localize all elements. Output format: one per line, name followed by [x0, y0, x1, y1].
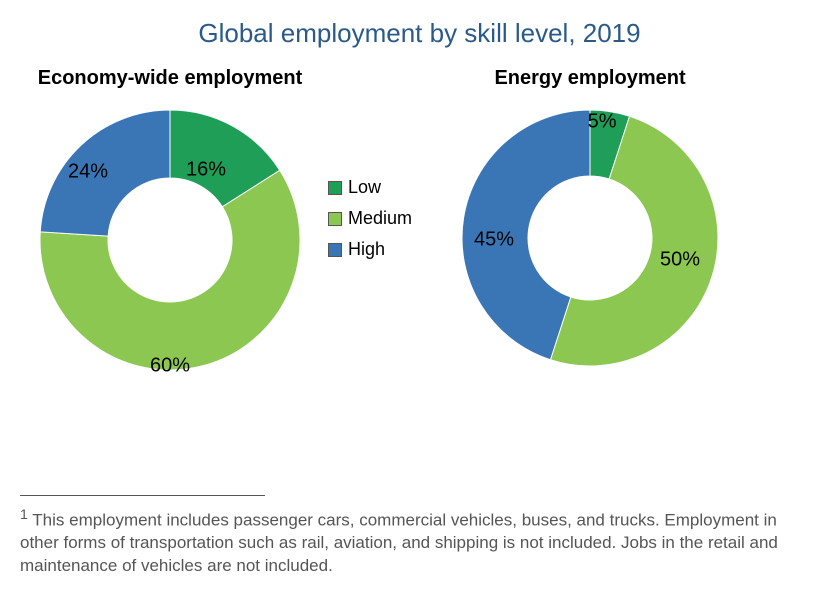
legend-item-medium: Medium [328, 208, 412, 229]
legend-swatch-medium [328, 212, 342, 226]
donut-svg-economy [30, 100, 310, 380]
charts-row: Economy-wide employment 16% 60% 24% Low … [0, 67, 839, 380]
chart-energy: Energy employment 5% 50% 45% [440, 67, 740, 376]
slice-label-energy-low: 5% [588, 111, 617, 134]
slice-label-econ-high: 24% [68, 161, 108, 184]
legend-label-medium: Medium [348, 208, 412, 229]
chart-title-energy: Energy employment [494, 67, 685, 90]
chart-economy-wide: Economy-wide employment 16% 60% 24% [20, 67, 320, 380]
legend-label-high: High [348, 239, 385, 260]
footnote: 1 This employment includes passenger car… [20, 495, 819, 578]
legend-item-low: Low [328, 177, 412, 198]
legend-swatch-low [328, 181, 342, 195]
donut-energy: 5% 50% 45% [452, 100, 728, 376]
legend-label-low: Low [348, 177, 381, 198]
chart-title-economy: Economy-wide employment [38, 67, 303, 90]
footnote-rule [20, 495, 265, 496]
footnote-body: This employment includes passenger cars,… [20, 510, 778, 575]
legend: Low Medium High [328, 177, 412, 260]
slice-label-econ-medium: 60% [150, 355, 190, 378]
legend-item-high: High [328, 239, 412, 260]
legend-swatch-high [328, 243, 342, 257]
footnote-text: 1 This employment includes passenger car… [20, 506, 819, 578]
slice-label-econ-low: 16% [186, 159, 226, 182]
slice-label-energy-high: 45% [474, 229, 514, 252]
page-title: Global employment by skill level, 2019 [0, 0, 839, 49]
slice-label-energy-medium: 50% [660, 249, 700, 272]
donut-economy: 16% 60% 24% [30, 100, 310, 380]
footnote-marker: 1 [20, 507, 28, 523]
